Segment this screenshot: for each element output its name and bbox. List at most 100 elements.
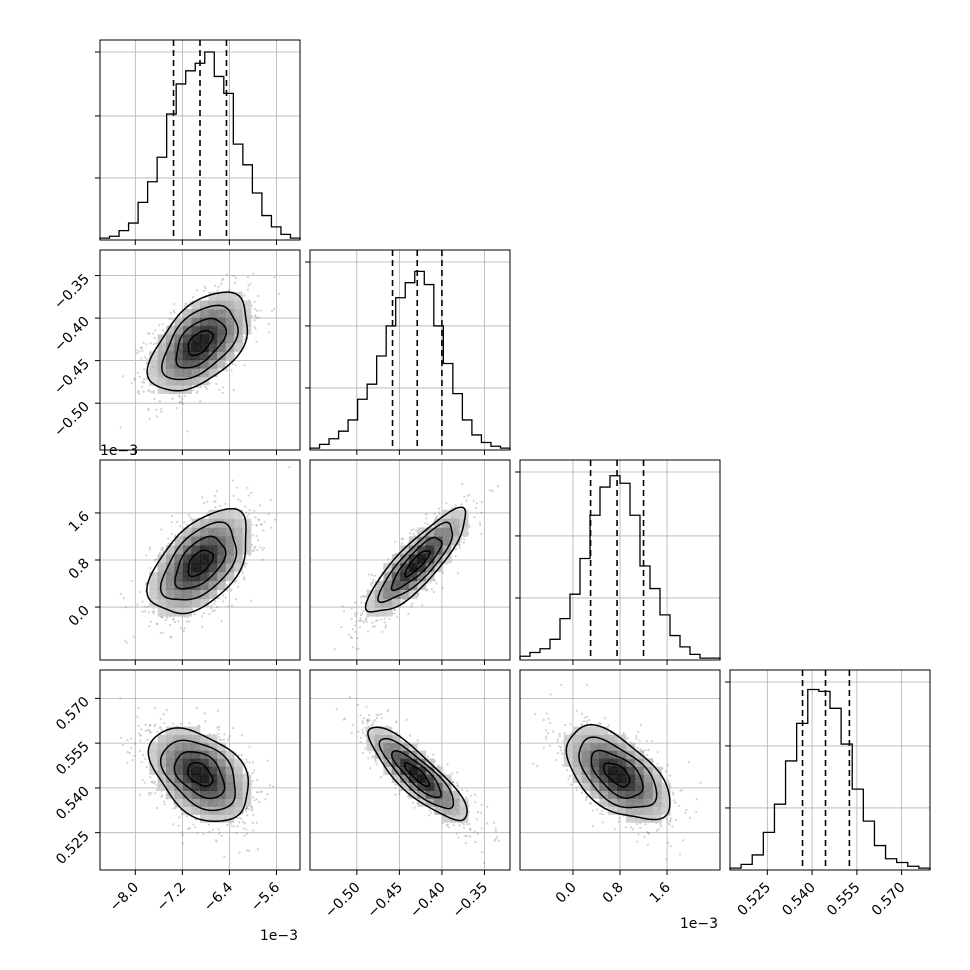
- density-cell: [225, 308, 235, 318]
- scatter-point: [181, 402, 184, 405]
- scatter-point: [169, 312, 172, 315]
- scatter-point: [143, 368, 146, 371]
- scatter-point: [218, 736, 221, 739]
- scatter-point: [246, 814, 249, 817]
- scatter-point: [136, 371, 139, 375]
- scatter-point: [142, 381, 145, 384]
- scatter-point: [246, 288, 249, 291]
- density-cell: [191, 300, 201, 310]
- panel-1-0: [95, 249, 301, 455]
- scatter-point: [155, 342, 158, 345]
- scatter-point: [248, 508, 251, 512]
- scatter-point: [255, 316, 258, 320]
- scatter-point: [184, 302, 187, 305]
- scatter-point: [136, 391, 139, 394]
- density-cell: [208, 308, 218, 318]
- scatter-point: [254, 308, 257, 311]
- scatter-point: [254, 327, 257, 330]
- scatter-point: [479, 524, 482, 527]
- scatter-point: [259, 546, 262, 549]
- scatter-point: [269, 498, 272, 501]
- density-cell: [208, 325, 218, 335]
- scatter-point: [208, 830, 211, 833]
- scatter-point: [241, 572, 244, 575]
- scatter-point: [132, 635, 135, 638]
- scatter-point: [357, 647, 360, 651]
- scatter-point: [230, 604, 234, 607]
- scatter-point: [149, 546, 152, 549]
- density-cell: [191, 325, 201, 335]
- scatter-point: [350, 636, 353, 640]
- scatter-point: [359, 617, 362, 620]
- scatter-point: [147, 332, 150, 335]
- scatter-point: [372, 578, 375, 581]
- scatter-point: [253, 319, 256, 322]
- scatter-point: [164, 619, 167, 622]
- scatter-point: [220, 738, 223, 741]
- contour-line: [161, 304, 239, 381]
- density-cell: [208, 571, 218, 582]
- scatter-point: [218, 738, 221, 741]
- density-cell: [383, 589, 393, 599]
- scatter-point: [195, 706, 198, 709]
- scatter-point: [163, 803, 166, 806]
- scatter-point: [221, 386, 224, 389]
- scatter-point: [232, 494, 235, 497]
- density-cell: [191, 342, 201, 352]
- scatter-point: [355, 647, 358, 650]
- scatter-point: [194, 826, 197, 829]
- scatter-point: [263, 520, 266, 523]
- scatter-point: [133, 754, 136, 758]
- scatter-point: [222, 277, 225, 280]
- scatter-point: [133, 378, 137, 381]
- density-cell: [191, 368, 201, 378]
- scatter-point: [363, 621, 366, 624]
- density-cell: [225, 334, 235, 344]
- scatter-point: [425, 513, 428, 516]
- scatter-point: [269, 526, 273, 529]
- scatter-point: [186, 523, 189, 526]
- density-cell: [191, 317, 201, 327]
- scatter-point: [360, 601, 363, 604]
- scatter-point: [186, 430, 189, 433]
- scatter-point: [232, 274, 235, 278]
- scatter-point: [153, 397, 156, 400]
- scatter-point: [245, 562, 248, 565]
- scatter-point: [196, 390, 199, 393]
- density-cell: [225, 509, 235, 519]
- scatter-point: [253, 300, 256, 304]
- scatter-point: [214, 600, 217, 603]
- scatter-point: [216, 726, 219, 729]
- scatter-point: [150, 792, 153, 795]
- scatter-point: [262, 529, 265, 532]
- scatter-point: [140, 760, 143, 763]
- panel-frame: [309, 249, 511, 451]
- density-cell: [174, 589, 184, 599]
- scatter-point: [153, 337, 156, 340]
- density-cell: [149, 368, 159, 378]
- scatter-point: [204, 385, 207, 389]
- density-cell: [157, 376, 167, 386]
- scatter-point: [188, 514, 191, 517]
- density-cell: [183, 317, 192, 327]
- scatter-point: [234, 581, 237, 584]
- histogram-step: [309, 270, 511, 450]
- scatter-point: [231, 479, 234, 482]
- density-cell: [166, 342, 175, 352]
- scatter-point: [204, 720, 207, 723]
- density-cell: [242, 527, 252, 537]
- scatter-point: [370, 584, 373, 587]
- density-cell: [149, 376, 159, 386]
- scatter-point: [138, 375, 141, 378]
- density-cell: [200, 368, 209, 378]
- scatter-point: [158, 324, 161, 327]
- scatter-point: [251, 772, 254, 775]
- scatter-point: [220, 834, 223, 838]
- scatter-point: [388, 617, 391, 621]
- scatter-point: [158, 551, 161, 555]
- panel-frame: [99, 249, 301, 451]
- scatter-point: [141, 610, 144, 613]
- scatter-point: [496, 485, 499, 488]
- scatter-point: [148, 548, 151, 551]
- scatter-point: [354, 614, 357, 618]
